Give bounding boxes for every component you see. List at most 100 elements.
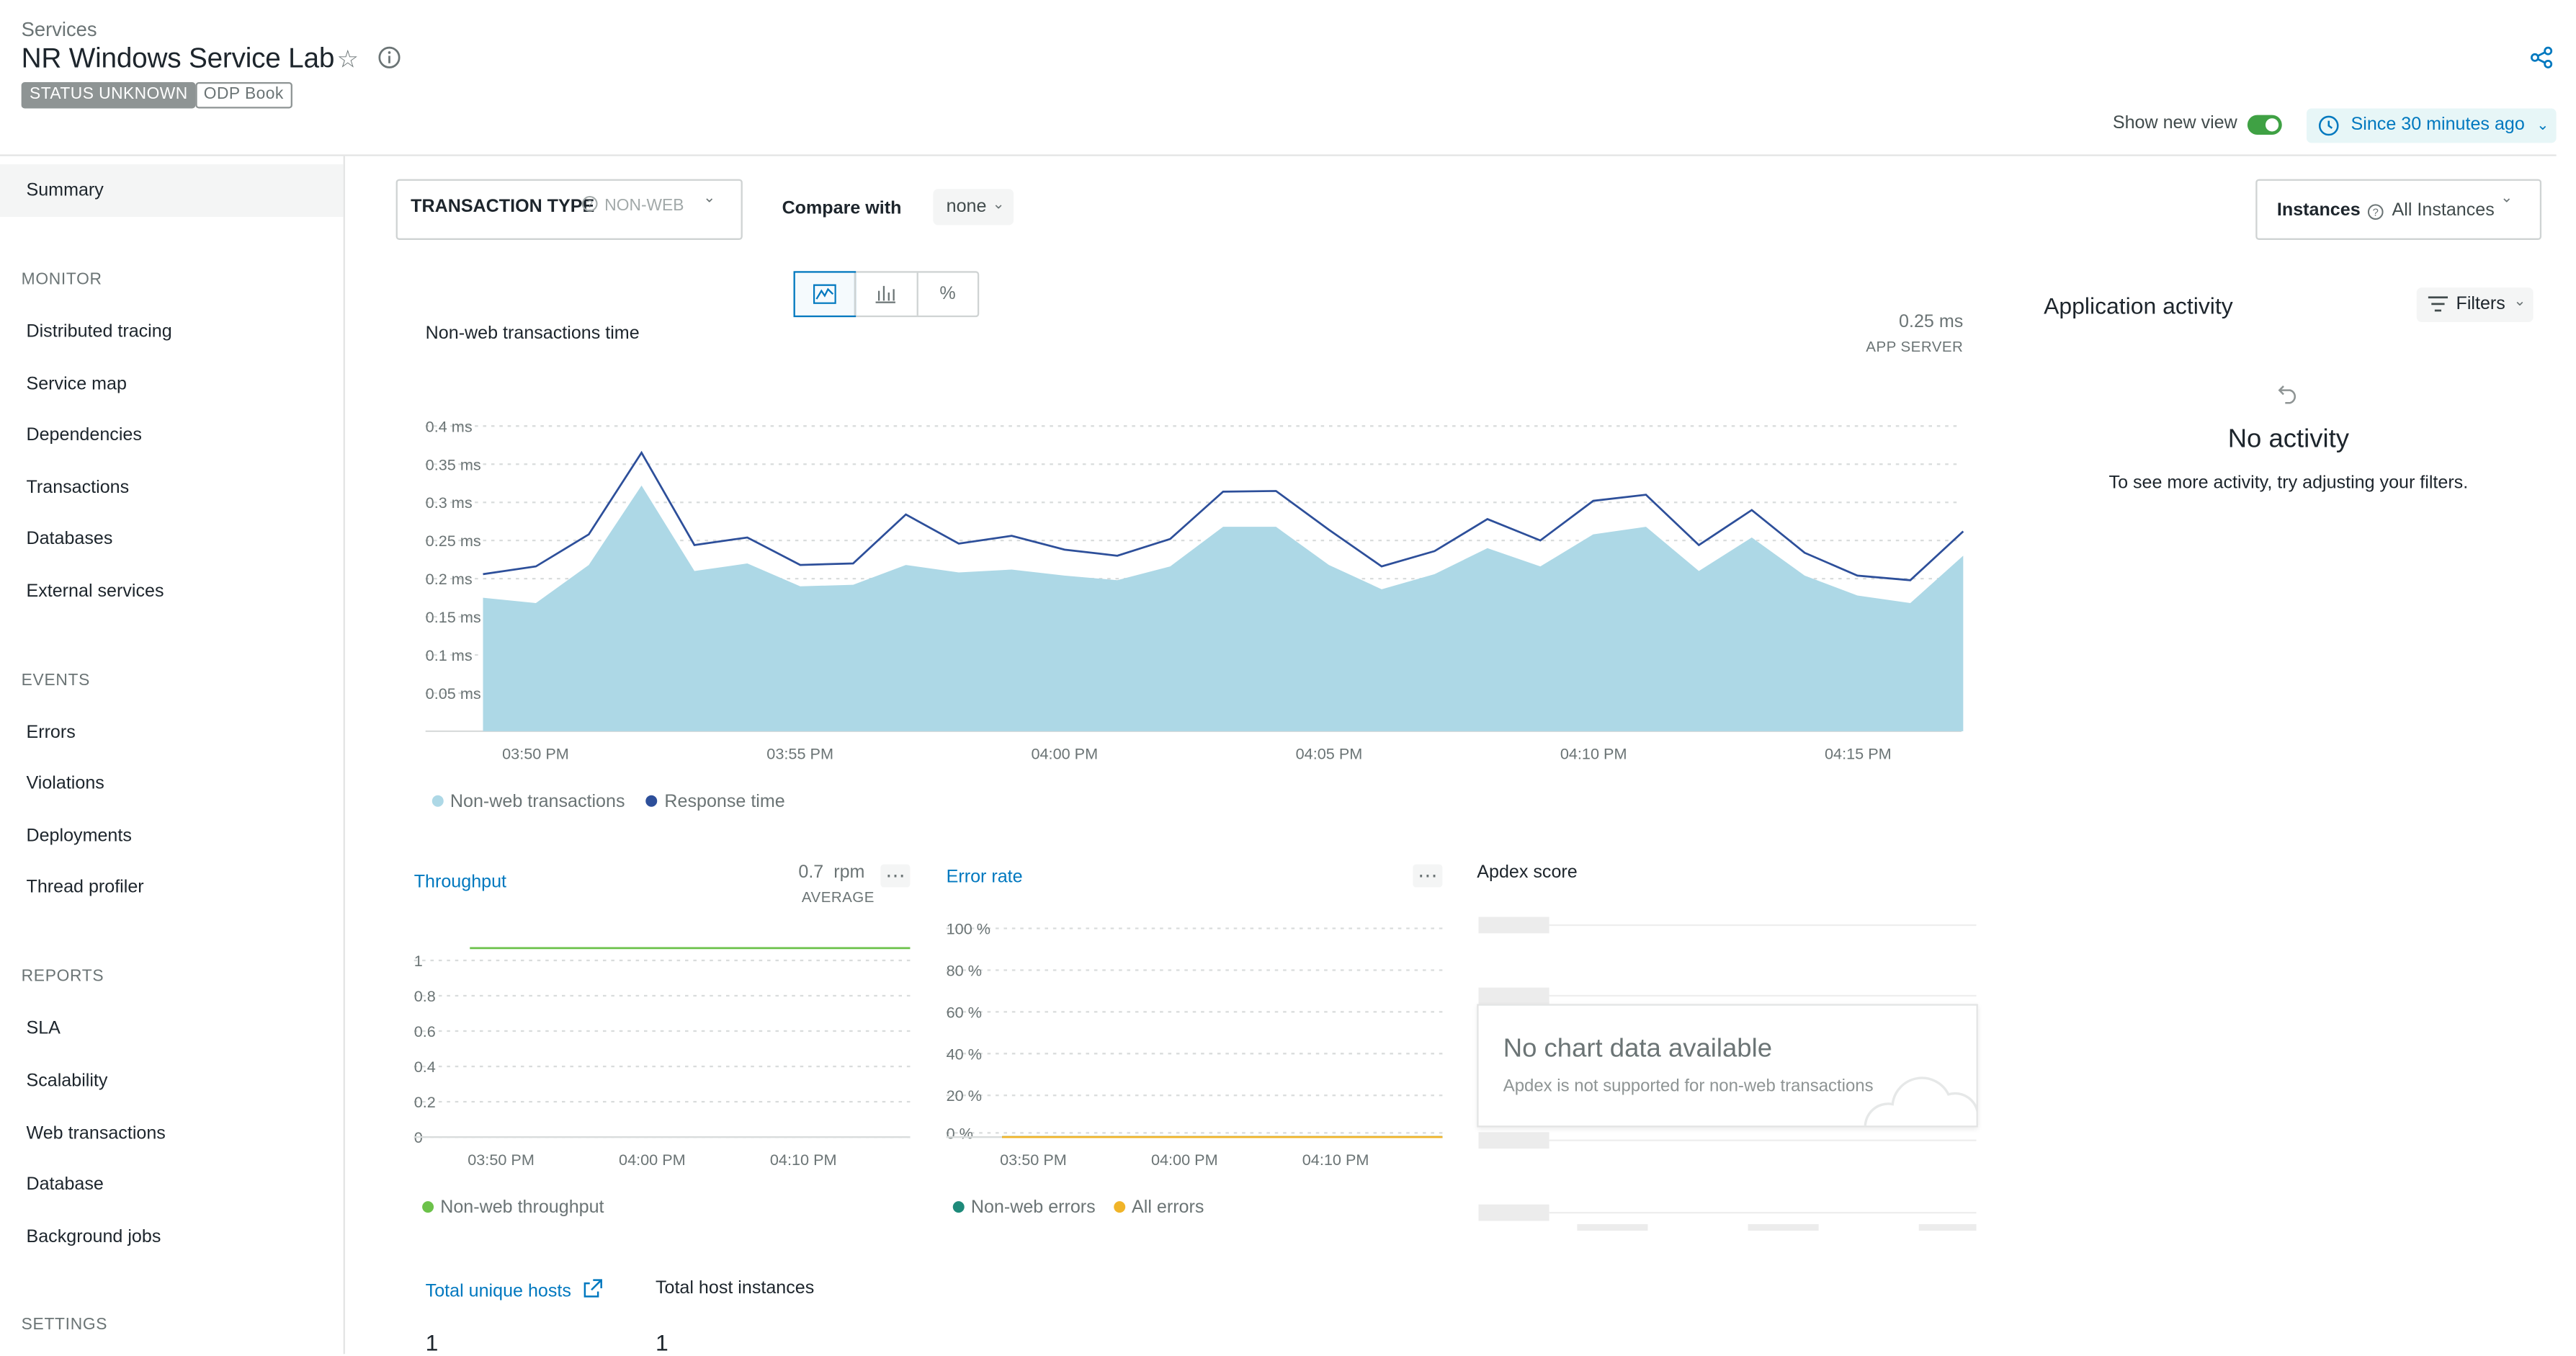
bar-chart-icon: [876, 285, 897, 303]
x-tick-label: 04:15 PM: [1825, 745, 1892, 763]
y-tick-label: 0.4: [414, 1058, 436, 1076]
line-chart-view-button[interactable]: [793, 271, 857, 318]
sidebar-heading-reports: REPORTS: [21, 968, 104, 986]
help-icon: ?: [581, 195, 598, 215]
clock-icon: [2318, 115, 2340, 141]
percent-view-button[interactable]: %: [916, 272, 978, 316]
throughput-average-label: AVERAGE: [801, 888, 875, 906]
new-view-toggle[interactable]: [2247, 115, 2282, 135]
activity-empty-text: To see more activity, try adjusting your…: [2108, 473, 2469, 494]
x-tick-label: 04:00 PM: [1151, 1151, 1218, 1169]
y-tick-label: 0.4 ms: [426, 417, 473, 435]
instances-value: All Instances: [2392, 200, 2495, 220]
error-rate-more-button[interactable]: ⋯: [1413, 864, 1443, 888]
sidebar-item-background-jobs[interactable]: Background jobs: [26, 1227, 161, 1247]
legend-dot: [431, 795, 444, 807]
sidebar-item-distributed-tracing[interactable]: Distributed tracing: [26, 321, 172, 342]
sidebar-item-violations[interactable]: Violations: [26, 774, 104, 794]
sidebar-item-database[interactable]: Database: [26, 1174, 104, 1195]
main-chart-title: Non-web transactions time: [425, 324, 640, 344]
y-tick-label: 60 %: [947, 1003, 982, 1021]
sidebar-item-transactions[interactable]: Transactions: [26, 478, 130, 499]
x-tick-label: 03:50 PM: [468, 1151, 535, 1169]
x-tick-label: 04:05 PM: [1296, 745, 1363, 763]
activity-title: Application activity: [2044, 292, 2233, 319]
x-tick-label: 03:50 PM: [1000, 1151, 1067, 1169]
status-badge: STATUS UNKNOWN: [21, 82, 197, 109]
sidebar-item-web-transactions[interactable]: Web transactions: [26, 1123, 166, 1144]
info-icon[interactable]: [378, 46, 401, 77]
sidebar-item-databases[interactable]: Databases: [26, 529, 113, 549]
y-tick-label: 1: [414, 952, 423, 970]
activity-empty-title: No activity: [2227, 425, 2350, 454]
external-link-icon: [583, 1279, 602, 1298]
legend-dot: [646, 795, 658, 807]
tag-badge[interactable]: ODP Book: [195, 82, 292, 109]
sidebar-item-external-services[interactable]: External services: [26, 581, 164, 602]
total-host-instances-value: 1: [655, 1329, 668, 1356]
sidebar-item-dependencies[interactable]: Dependencies: [26, 425, 142, 446]
y-tick-label: 0.2 ms: [426, 570, 473, 588]
throughput-title[interactable]: Throughput: [413, 872, 507, 893]
legend-item-non-web-transactions[interactable]: Non-web transactions: [431, 792, 625, 812]
filters-button[interactable]: Filters ⌄: [2416, 287, 2533, 322]
legend-label: Non-web transactions: [450, 792, 625, 812]
sidebar-heading-events: EVENTS: [21, 672, 91, 690]
compare-with-select[interactable]: none ⌄: [933, 189, 1014, 226]
cloud-icon: [1864, 1076, 1977, 1126]
filter-icon: [2428, 296, 2448, 318]
chevron-down-icon: ⌄: [703, 189, 716, 206]
page-title: NR Windows Service Lab: [21, 43, 335, 74]
y-tick-label: 0.05 ms: [426, 684, 481, 702]
legend-item-all-errors[interactable]: All errors: [1113, 1197, 1204, 1218]
chart-view-toggle: %: [793, 271, 980, 318]
breadcrumb[interactable]: Services: [21, 18, 97, 42]
sidebar-item-service-map[interactable]: Service map: [26, 374, 127, 395]
y-tick-label: 0.35 ms: [426, 455, 481, 473]
time-picker[interactable]: Since 30 minutes ago ⌄: [2306, 108, 2557, 143]
svg-text:?: ?: [587, 199, 593, 210]
transaction-type-select[interactable]: TRANSACTION TYPE ? NON-WEB ⌄: [395, 179, 743, 240]
share-icon[interactable]: [2530, 46, 2553, 77]
error-rate-title[interactable]: Error rate: [946, 867, 1023, 888]
throughput-value: 0.7 rpm: [798, 862, 864, 882]
legend-label: Response time: [664, 792, 785, 812]
instances-label: Instances: [2276, 200, 2361, 220]
sidebar-heading-settings: SETTINGS: [21, 1316, 108, 1334]
bar-chart-view-button[interactable]: [854, 272, 916, 316]
y-tick-label: 0.1 ms: [426, 646, 473, 664]
total-unique-hosts-link[interactable]: Total unique hosts: [426, 1278, 603, 1301]
legend-item-non-web-throughput[interactable]: Non-web throughput: [422, 1198, 604, 1218]
sidebar-item-summary[interactable]: Summary: [26, 180, 104, 201]
legend-item-response-time[interactable]: Response time: [646, 792, 785, 812]
y-tick-label: 0.15 ms: [426, 608, 481, 626]
total-host-instances-label: Total host instances: [655, 1278, 815, 1298]
throughput-more-button[interactable]: ⋯: [880, 864, 911, 888]
legend-item-non-web-errors[interactable]: Non-web errors: [952, 1198, 1096, 1218]
series-area-non-web-transactions: [483, 485, 1964, 731]
sidebar-item-errors[interactable]: Errors: [26, 723, 76, 743]
x-tick-label: 04:00 PM: [619, 1151, 686, 1169]
transaction-type-label: TRANSACTION TYPE: [411, 197, 595, 218]
sidebar-item-deployments[interactable]: Deployments: [26, 826, 132, 847]
sidebar-item-sla[interactable]: SLA: [26, 1018, 61, 1039]
y-tick-label: 40 %: [947, 1045, 982, 1063]
apdex-empty-state: No chart data available Apdex is not sup…: [1477, 1004, 1978, 1128]
main-chart-legend: Non-web transactions Response time: [431, 792, 785, 812]
instances-select[interactable]: Instances ? All Instances ⌄: [2255, 179, 2542, 240]
error-rate-legend: Non-web errors All errors: [952, 1197, 1204, 1218]
chevron-down-icon: ⌄: [2500, 189, 2513, 206]
legend-label: All errors: [1132, 1197, 1204, 1218]
star-icon[interactable]: ☆: [336, 45, 359, 74]
x-tick-label: 03:50 PM: [502, 745, 569, 763]
legend-label: Non-web throughput: [440, 1197, 604, 1218]
sidebar-item-scalability[interactable]: Scalability: [26, 1071, 108, 1092]
x-tick-label: 03:55 PM: [766, 745, 833, 763]
x-tick-label: 04:10 PM: [1302, 1151, 1369, 1169]
sidebar-item-thread-profiler[interactable]: Thread profiler: [26, 877, 144, 898]
y-tick-label: 0 %: [947, 1124, 973, 1142]
time-range-label: Since 30 minutes ago: [2351, 115, 2525, 135]
y-tick-label: 0.8: [414, 987, 436, 1005]
apdex-empty-text: Apdex is not supported for non-web trans…: [1503, 1076, 1874, 1097]
